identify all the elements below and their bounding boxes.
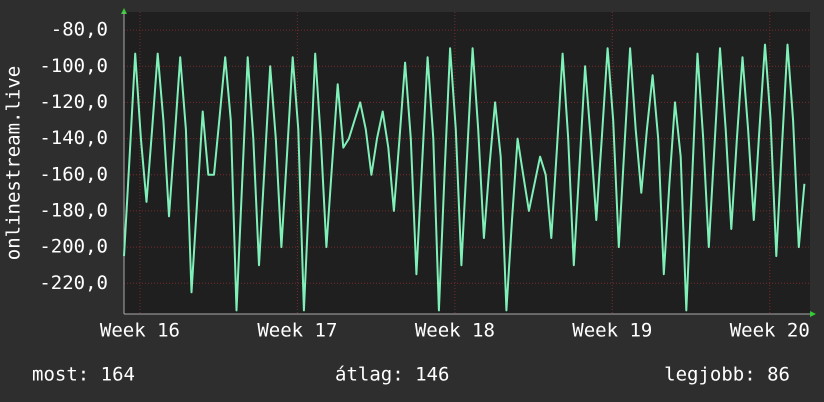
y-tick-label: -220,0 bbox=[39, 272, 108, 294]
axis-arrow bbox=[810, 311, 816, 317]
y-tick-label: -140,0 bbox=[39, 127, 108, 149]
footer-best: legjobb: 86 bbox=[664, 364, 790, 386]
y-tick-label: -80,0 bbox=[51, 19, 108, 41]
axis-arrow bbox=[121, 8, 127, 14]
x-tick-label: Week 18 bbox=[415, 320, 495, 342]
y-tick-label: -120,0 bbox=[39, 91, 108, 113]
x-tick-label: Week 19 bbox=[572, 320, 652, 342]
x-tick-label: Week 20 bbox=[730, 320, 810, 342]
data-line bbox=[123, 43, 806, 312]
footer-current: most: 164 bbox=[32, 364, 135, 386]
y-axis-label: onlinestream.live bbox=[3, 66, 25, 260]
y-tick-label: -200,0 bbox=[39, 236, 108, 258]
x-tick-label: Week 16 bbox=[100, 320, 180, 342]
footer-average: átlag: 146 bbox=[335, 364, 449, 386]
y-tick-label: -180,0 bbox=[39, 199, 108, 221]
y-tick-label: -100,0 bbox=[39, 55, 108, 77]
x-tick-label: Week 17 bbox=[257, 320, 337, 342]
y-tick-label: -160,0 bbox=[39, 163, 108, 185]
